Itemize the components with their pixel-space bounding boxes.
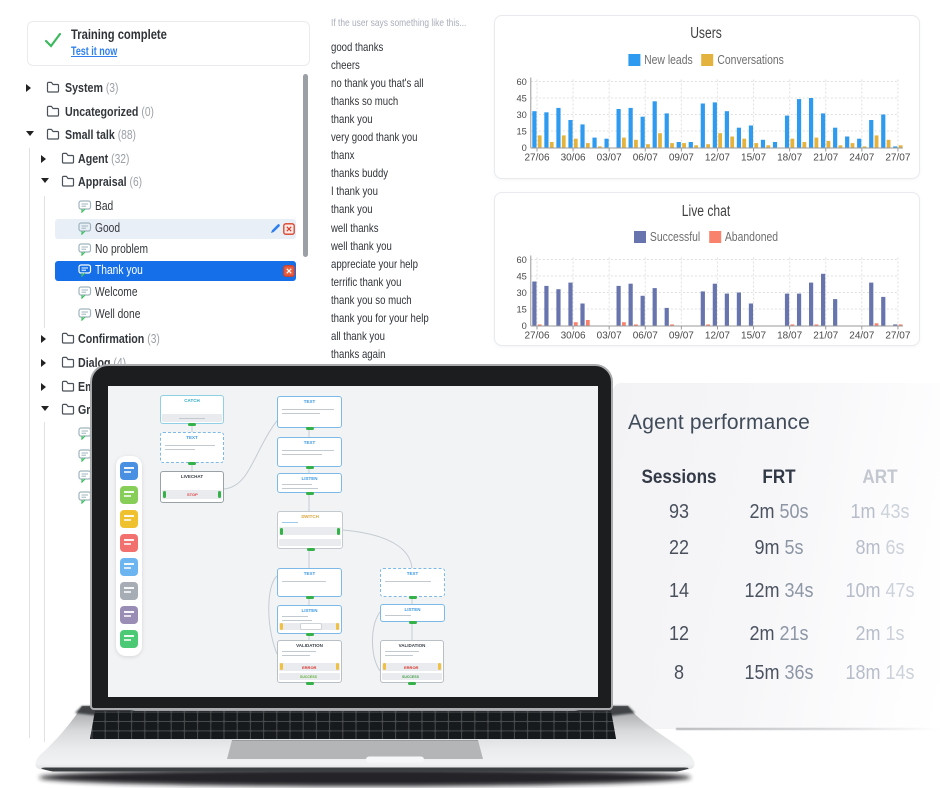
svg-text:60: 60 xyxy=(516,255,526,265)
svg-text:0: 0 xyxy=(522,143,527,153)
svg-text:09/07: 09/07 xyxy=(669,331,694,341)
svg-text:21/07: 21/07 xyxy=(813,331,838,341)
svg-text:15: 15 xyxy=(516,126,526,136)
svg-text:03/07: 03/07 xyxy=(597,153,622,164)
svg-text:30: 30 xyxy=(516,288,526,298)
svg-text:21/07: 21/07 xyxy=(813,153,838,164)
svg-text:0: 0 xyxy=(522,321,527,331)
svg-text:06/07: 06/07 xyxy=(633,153,658,164)
svg-text:27/06: 27/06 xyxy=(524,331,549,341)
svg-text:12/07: 12/07 xyxy=(705,153,730,164)
svg-text:15/07: 15/07 xyxy=(741,331,766,341)
svg-text:45: 45 xyxy=(516,271,526,281)
svg-text:15/07: 15/07 xyxy=(741,153,766,164)
svg-text:12/07: 12/07 xyxy=(705,331,730,341)
svg-text:27/07: 27/07 xyxy=(885,331,910,341)
svg-text:27/07: 27/07 xyxy=(885,153,910,164)
svg-text:24/07: 24/07 xyxy=(849,331,874,341)
svg-text:18/07: 18/07 xyxy=(777,331,802,341)
svg-text:09/07: 09/07 xyxy=(669,153,694,164)
svg-text:03/07: 03/07 xyxy=(597,331,622,341)
svg-text:30/06: 30/06 xyxy=(561,331,586,341)
svg-text:15: 15 xyxy=(516,304,526,314)
svg-text:45: 45 xyxy=(516,93,526,103)
svg-text:18/07: 18/07 xyxy=(777,153,802,164)
svg-text:06/07: 06/07 xyxy=(633,331,658,341)
svg-text:27/06: 27/06 xyxy=(524,153,549,164)
svg-text:30/06: 30/06 xyxy=(561,153,586,164)
svg-text:30: 30 xyxy=(516,110,526,120)
svg-text:60: 60 xyxy=(516,77,526,87)
svg-text:24/07: 24/07 xyxy=(849,153,874,164)
